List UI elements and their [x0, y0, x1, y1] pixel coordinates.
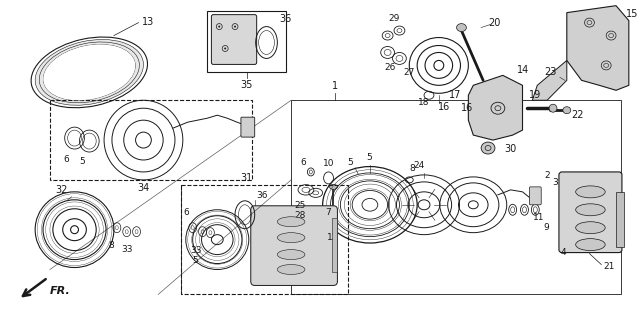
- Bar: [181, 185, 348, 295]
- Ellipse shape: [277, 217, 305, 227]
- Text: 6: 6: [64, 155, 70, 164]
- FancyBboxPatch shape: [251, 206, 337, 285]
- Text: 2: 2: [544, 171, 550, 180]
- Polygon shape: [468, 75, 522, 140]
- Ellipse shape: [575, 204, 605, 216]
- Ellipse shape: [218, 26, 220, 28]
- Ellipse shape: [330, 184, 337, 189]
- Ellipse shape: [39, 42, 140, 103]
- Text: 13: 13: [141, 17, 154, 26]
- Polygon shape: [567, 6, 629, 90]
- Bar: [207, 11, 286, 72]
- Text: 25: 25: [294, 201, 306, 210]
- Text: 22: 22: [572, 110, 584, 120]
- Text: 31: 31: [241, 173, 253, 183]
- FancyBboxPatch shape: [241, 117, 255, 137]
- Text: 24: 24: [413, 161, 425, 170]
- Text: 28: 28: [294, 211, 306, 220]
- FancyBboxPatch shape: [529, 187, 541, 205]
- Text: 33: 33: [121, 244, 132, 254]
- Text: 3: 3: [552, 178, 558, 187]
- Text: 8: 8: [410, 164, 415, 173]
- Ellipse shape: [575, 186, 605, 198]
- Text: 6: 6: [183, 208, 189, 217]
- Text: FR.: FR.: [50, 286, 70, 296]
- Ellipse shape: [234, 26, 236, 28]
- Text: 17: 17: [449, 90, 461, 100]
- Text: 30: 30: [505, 144, 517, 154]
- Text: 29: 29: [389, 14, 400, 23]
- Ellipse shape: [277, 233, 305, 243]
- Text: 5: 5: [366, 153, 372, 162]
- FancyBboxPatch shape: [211, 14, 257, 64]
- Ellipse shape: [44, 44, 135, 100]
- Ellipse shape: [456, 24, 467, 32]
- Text: 15: 15: [626, 9, 638, 19]
- Text: 1: 1: [332, 81, 339, 91]
- Text: 10: 10: [323, 159, 334, 168]
- Text: 7: 7: [326, 208, 332, 217]
- Ellipse shape: [563, 107, 571, 114]
- Ellipse shape: [549, 104, 557, 112]
- Text: 8: 8: [108, 241, 114, 249]
- Ellipse shape: [35, 39, 143, 105]
- FancyBboxPatch shape: [559, 172, 622, 253]
- Text: 33: 33: [190, 246, 202, 255]
- Text: 11: 11: [532, 213, 544, 222]
- Ellipse shape: [277, 249, 305, 260]
- Text: 35: 35: [241, 80, 253, 90]
- Text: 5: 5: [79, 157, 85, 166]
- Ellipse shape: [575, 222, 605, 234]
- Text: 26: 26: [384, 63, 396, 72]
- Polygon shape: [532, 60, 567, 100]
- Text: 16: 16: [438, 102, 450, 112]
- Text: 36: 36: [257, 191, 268, 200]
- Text: 18: 18: [419, 98, 430, 107]
- Text: 9: 9: [543, 223, 549, 232]
- Bar: [332, 218, 337, 272]
- Text: 6: 6: [300, 158, 306, 167]
- Text: 27: 27: [404, 68, 415, 77]
- Text: 32: 32: [56, 185, 68, 195]
- Ellipse shape: [44, 44, 135, 100]
- Bar: [50, 100, 252, 180]
- Text: 16: 16: [461, 103, 473, 113]
- Text: 21: 21: [604, 262, 614, 271]
- Text: 12: 12: [327, 233, 338, 242]
- Ellipse shape: [575, 239, 605, 251]
- Text: 36: 36: [279, 14, 292, 24]
- Bar: [616, 192, 624, 247]
- Text: 14: 14: [516, 66, 529, 75]
- Text: 20: 20: [488, 18, 500, 28]
- Ellipse shape: [277, 265, 305, 274]
- Ellipse shape: [481, 142, 495, 154]
- Text: 4: 4: [561, 248, 566, 257]
- Text: 34: 34: [138, 183, 150, 193]
- Text: 19: 19: [529, 90, 541, 100]
- Ellipse shape: [224, 48, 226, 49]
- Text: 5: 5: [348, 158, 353, 167]
- Text: 23: 23: [545, 67, 557, 77]
- Text: 5: 5: [193, 255, 198, 265]
